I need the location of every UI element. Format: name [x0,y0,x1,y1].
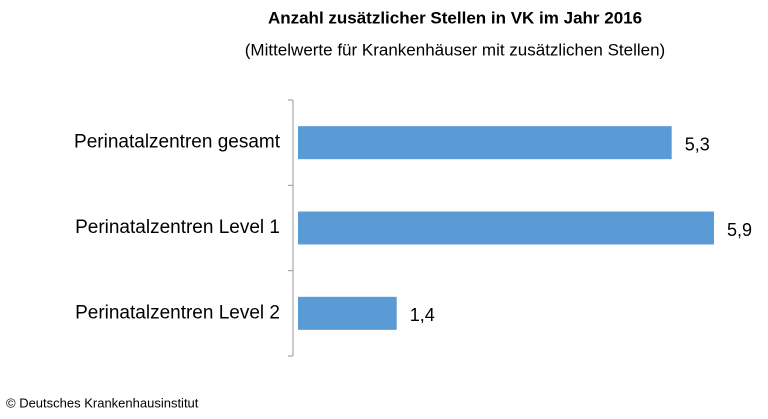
value-label: 5,9 [727,220,752,240]
category-label: Perinatalzentren gesamt [74,132,281,153]
value-label: 1,4 [410,305,435,325]
bar [298,296,397,330]
chart-title: Anzahl zusätzlicher Stellen in VK im Jah… [268,8,642,27]
source: © Deutsches Krankenhausinstitut [6,395,199,410]
value-label: 5,3 [685,134,710,154]
bar [298,211,714,245]
bar [298,126,672,160]
chart-subtitle: (Mittelwerte für Krankenhäuser mit zusät… [245,40,665,59]
category-label: Perinatalzentren Level 2 [75,302,280,323]
category-label: Perinatalzentren Level 1 [75,217,280,238]
